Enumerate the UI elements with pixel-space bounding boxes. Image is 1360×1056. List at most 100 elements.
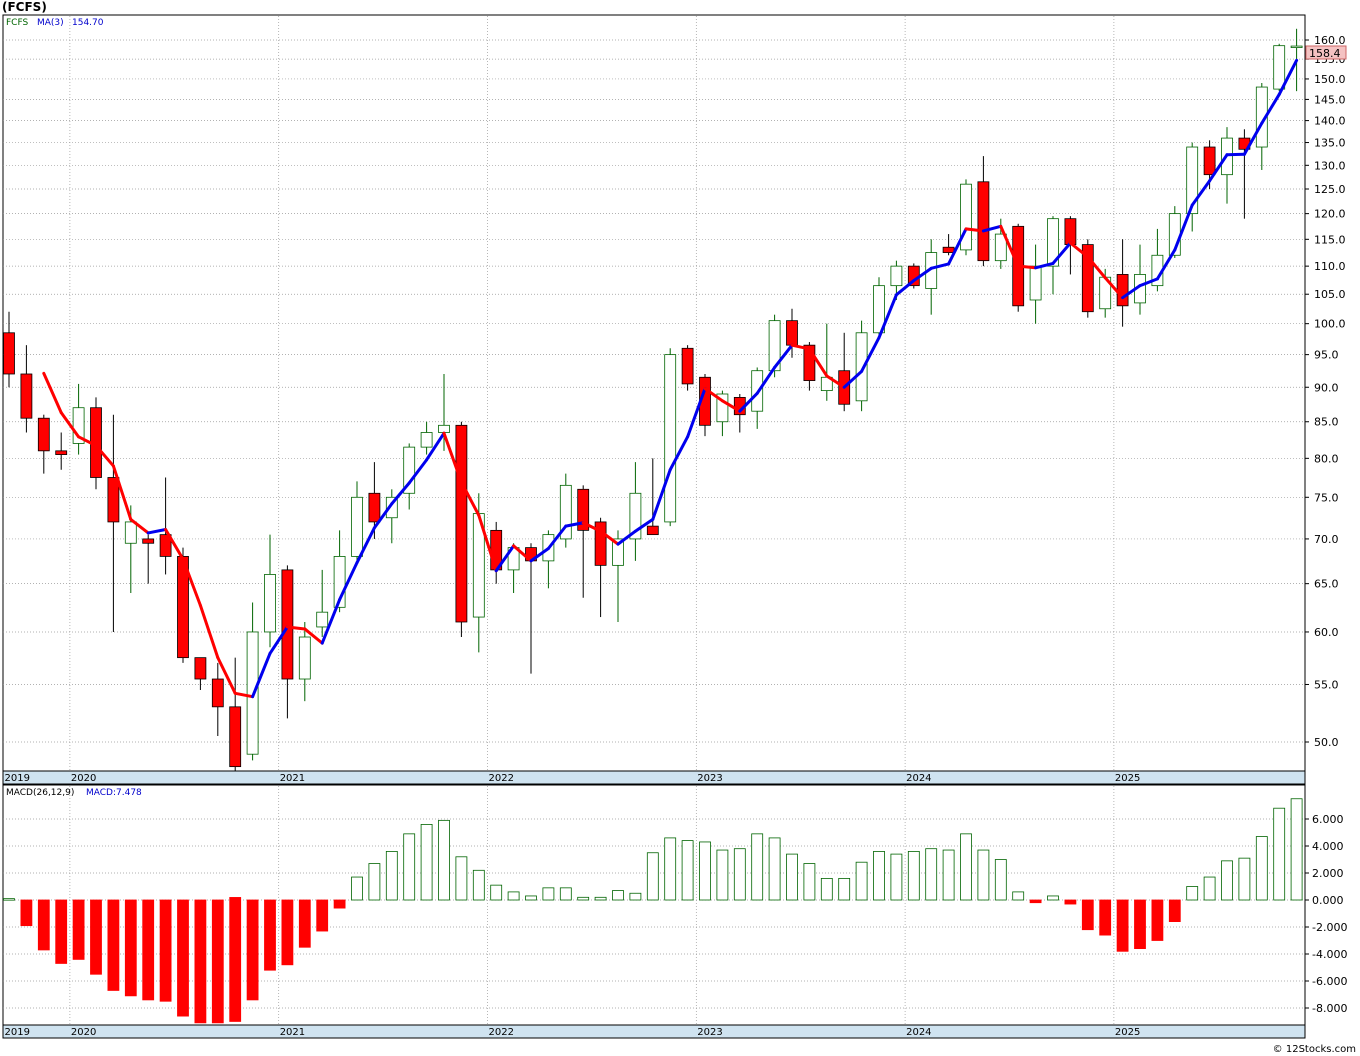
ma3-segment bbox=[494, 544, 516, 573]
candle-body bbox=[298, 636, 311, 680]
ma3-segment bbox=[303, 627, 324, 645]
macd-bar bbox=[664, 837, 677, 901]
macd-bar bbox=[177, 899, 189, 1017]
price-tick-label: 60.0 bbox=[1314, 626, 1339, 639]
price-tick-label: 125.0 bbox=[1314, 183, 1346, 196]
candle-body bbox=[316, 611, 329, 628]
macd-bar bbox=[1221, 860, 1233, 901]
macd-bar bbox=[1151, 899, 1164, 941]
candle-body bbox=[977, 181, 990, 262]
ma3-segment bbox=[59, 411, 81, 439]
ma3-segment bbox=[216, 656, 237, 695]
ma3-segment bbox=[512, 544, 533, 563]
ma3-segment bbox=[738, 391, 759, 413]
macd-bar bbox=[142, 899, 155, 1001]
ma3-segment bbox=[129, 517, 150, 535]
candle-body bbox=[159, 534, 172, 557]
ma3-segment bbox=[251, 651, 272, 699]
macd-bar bbox=[72, 899, 85, 960]
macd-bar bbox=[281, 899, 294, 966]
ma3-segment bbox=[929, 262, 951, 270]
ma3-segment bbox=[877, 293, 898, 340]
macd-tick-label: -8.000 bbox=[1312, 1002, 1347, 1015]
candle-body bbox=[577, 488, 590, 531]
ma3-segment bbox=[703, 387, 724, 403]
ma3-segment bbox=[894, 279, 916, 297]
year-label: 2023 bbox=[697, 1027, 722, 1038]
macd-tick-label: 0.000 bbox=[1312, 894, 1344, 907]
candle-body bbox=[455, 424, 468, 623]
ma3-segment bbox=[947, 227, 968, 266]
macd-bar bbox=[716, 849, 729, 901]
candle-body bbox=[716, 393, 729, 423]
candle-body bbox=[594, 521, 607, 566]
ma3-segment bbox=[773, 343, 794, 369]
year-label: 2021 bbox=[280, 773, 305, 784]
ma3-segment bbox=[198, 603, 220, 660]
macd-bar bbox=[37, 899, 50, 951]
macd-bar bbox=[368, 863, 381, 901]
candle-body bbox=[107, 477, 120, 523]
price-tick-label: 95.0 bbox=[1314, 349, 1339, 362]
candle-body bbox=[420, 432, 433, 448]
price-tick-label: 75.0 bbox=[1314, 491, 1339, 504]
candle-body bbox=[1081, 244, 1094, 313]
macd-legend-label: MACD(26,12,9) bbox=[6, 788, 74, 798]
macd-bar bbox=[838, 878, 851, 901]
macd-bar bbox=[455, 856, 468, 901]
ma3-segment bbox=[1068, 241, 1090, 259]
ma3-segment bbox=[285, 625, 307, 631]
macd-bar bbox=[124, 899, 137, 997]
candle-body bbox=[629, 492, 642, 540]
macd-bar bbox=[1273, 807, 1286, 901]
macd-bar bbox=[542, 887, 555, 901]
macd-axis: 6.000 4.000 2.000 0.000 -2.000 -4.000 -6.000 -8… bbox=[1305, 813, 1347, 1015]
candle-body bbox=[1290, 45, 1303, 48]
ma3-segment bbox=[529, 546, 550, 563]
macd-time-axis bbox=[2, 1024, 1306, 1039]
ma3-segment bbox=[668, 435, 690, 472]
macd-bar bbox=[873, 851, 885, 901]
ma3-segment bbox=[651, 468, 672, 521]
macd-bar bbox=[159, 899, 172, 1002]
ma3-segment bbox=[1121, 284, 1142, 300]
price-tick-label: 80.0 bbox=[1314, 452, 1339, 465]
ma3-segment bbox=[1173, 203, 1194, 252]
ma3-segment bbox=[755, 365, 777, 395]
macd-tick-label: -4.000 bbox=[1312, 948, 1347, 961]
year-label: 2021 bbox=[280, 1027, 305, 1038]
year-label: 2019 bbox=[5, 1027, 30, 1038]
ma3-segment bbox=[111, 464, 133, 521]
ma3-segment bbox=[1051, 241, 1072, 265]
price-tick-label: 150.0 bbox=[1314, 73, 1346, 86]
macd-legend-value: MACD:7.478 bbox=[86, 788, 142, 798]
year-label: 2022 bbox=[489, 773, 514, 784]
ma3-segment bbox=[616, 529, 637, 546]
macd-bar bbox=[438, 819, 450, 901]
macd-bar bbox=[629, 892, 642, 901]
ma3-segment bbox=[233, 691, 255, 699]
candle-body bbox=[803, 344, 816, 381]
candle-body bbox=[1255, 86, 1268, 148]
candle-body bbox=[229, 706, 242, 768]
candle-body bbox=[890, 265, 903, 287]
price-tick-label: 65.0 bbox=[1314, 578, 1339, 591]
macd-bar bbox=[20, 899, 33, 927]
price-tick-label: 160.0 bbox=[1314, 34, 1346, 47]
macd-bar bbox=[1290, 798, 1303, 901]
macd-bar bbox=[211, 899, 224, 1024]
macd-bar bbox=[786, 853, 798, 901]
ma3-segment bbox=[1016, 264, 1038, 270]
candle-body bbox=[194, 657, 207, 680]
ma3-segment bbox=[1155, 248, 1177, 281]
macd-bar bbox=[1168, 899, 1181, 923]
price-tick-label: 70.0 bbox=[1314, 533, 1339, 546]
macd-bar bbox=[925, 848, 938, 901]
year-label: 2025 bbox=[1115, 1027, 1140, 1038]
macd-bar bbox=[768, 837, 781, 901]
macd-tick-label: 6.000 bbox=[1312, 813, 1344, 826]
macd-bar bbox=[107, 899, 120, 991]
last-price-label: 158.4 bbox=[1309, 47, 1341, 60]
price-tick-label: 85.0 bbox=[1314, 416, 1339, 429]
macd-bar bbox=[246, 899, 259, 1001]
